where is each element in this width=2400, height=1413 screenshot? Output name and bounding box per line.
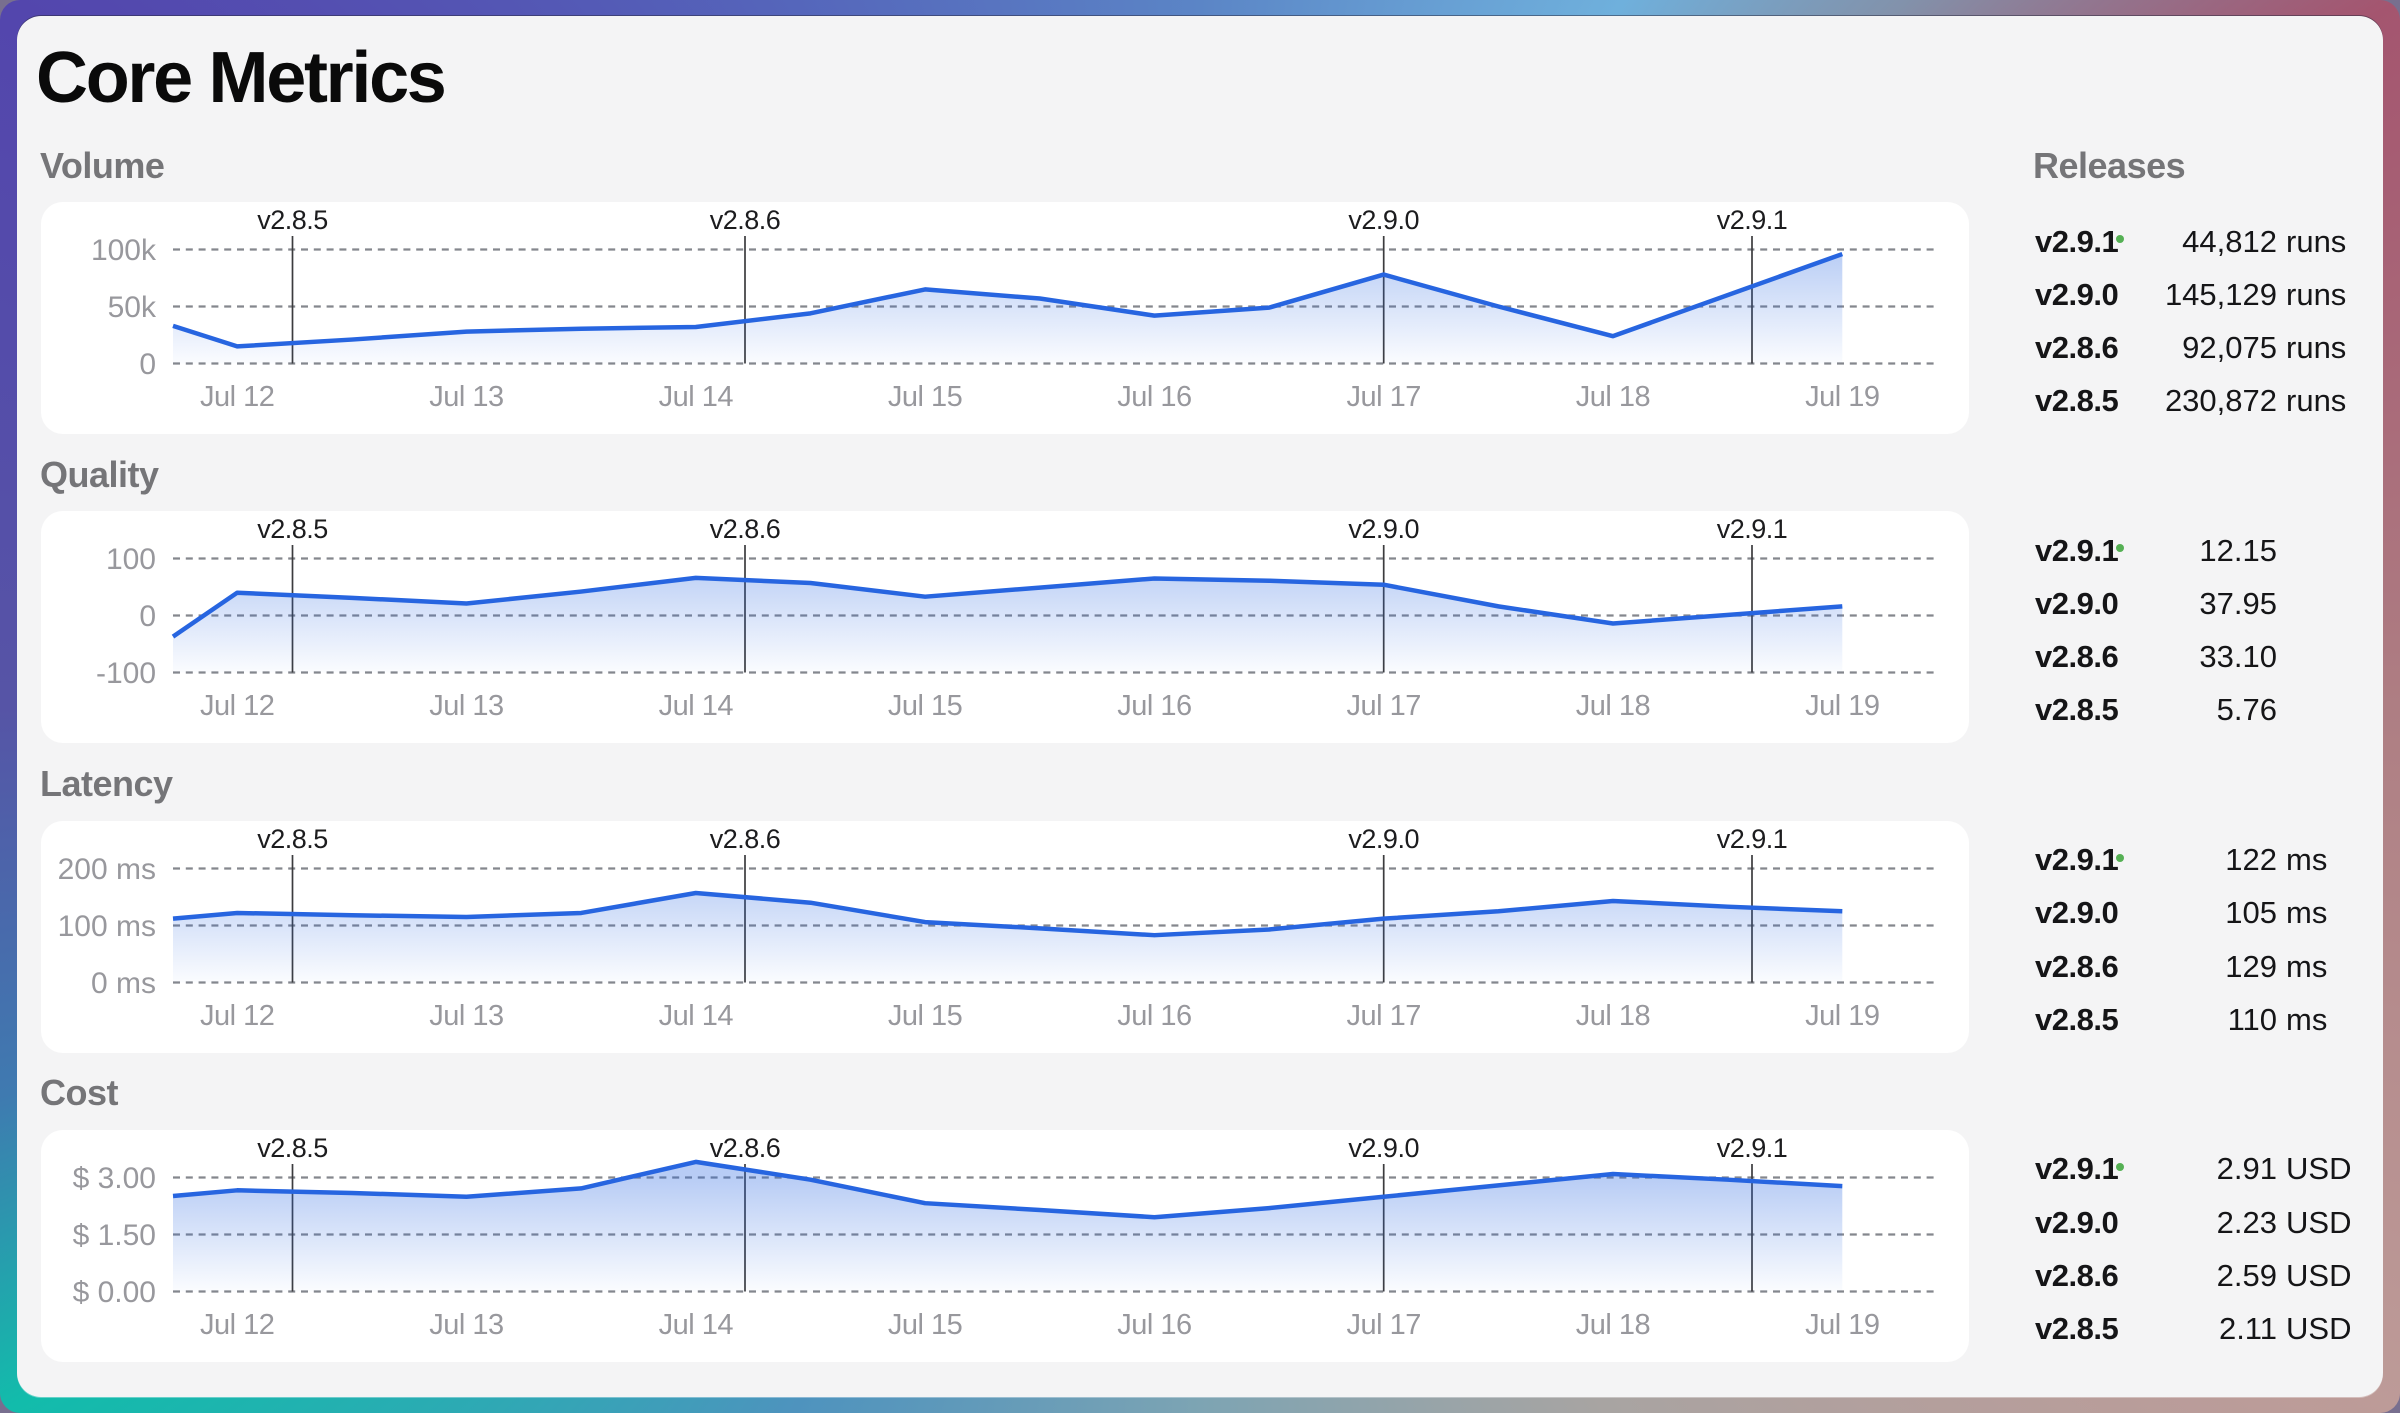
svg-text:v2.9.0: v2.9.0 bbox=[1348, 205, 1419, 235]
svg-text:v2.9.0: v2.9.0 bbox=[1348, 1133, 1419, 1163]
svg-text:100: 100 bbox=[106, 543, 156, 576]
svg-text:Jul 14: Jul 14 bbox=[659, 690, 734, 722]
svg-text:100 ms: 100 ms bbox=[58, 909, 156, 942]
svg-text:Jul 12: Jul 12 bbox=[200, 381, 274, 413]
svg-text:100k: 100k bbox=[91, 234, 157, 267]
svg-text:$ 3.00: $ 3.00 bbox=[73, 1162, 156, 1195]
svg-text:Jul 19: Jul 19 bbox=[1805, 1309, 1879, 1341]
svg-text:v2.8.5: v2.8.5 bbox=[257, 514, 328, 544]
svg-text:0 ms: 0 ms bbox=[91, 966, 156, 999]
svg-text:50k: 50k bbox=[108, 291, 157, 324]
svg-text:Jul 14: Jul 14 bbox=[659, 381, 734, 413]
svg-text:-100: -100 bbox=[96, 657, 156, 690]
svg-text:Jul 15: Jul 15 bbox=[888, 1000, 962, 1032]
svg-text:Jul 18: Jul 18 bbox=[1576, 1309, 1650, 1341]
svg-text:Jul 17: Jul 17 bbox=[1347, 1000, 1421, 1032]
svg-text:200 ms: 200 ms bbox=[58, 852, 156, 885]
svg-text:v2.9.1: v2.9.1 bbox=[1717, 1133, 1788, 1163]
svg-text:v2.8.6: v2.8.6 bbox=[710, 205, 781, 235]
svg-text:v2.8.5: v2.8.5 bbox=[257, 205, 328, 235]
svg-text:0: 0 bbox=[139, 348, 156, 381]
svg-text:Jul 15: Jul 15 bbox=[888, 381, 962, 413]
svg-text:Jul 19: Jul 19 bbox=[1805, 690, 1879, 722]
svg-text:Jul 19: Jul 19 bbox=[1805, 1000, 1879, 1032]
svg-text:Jul 13: Jul 13 bbox=[429, 690, 503, 722]
svg-text:v2.9.0: v2.9.0 bbox=[1348, 514, 1419, 544]
svg-text:v2.8.6: v2.8.6 bbox=[710, 1133, 781, 1163]
svg-text:Jul 13: Jul 13 bbox=[429, 1309, 503, 1341]
svg-text:0: 0 bbox=[139, 600, 156, 633]
svg-text:v2.9.1: v2.9.1 bbox=[1717, 205, 1788, 235]
svg-text:Jul 19: Jul 19 bbox=[1805, 381, 1879, 413]
svg-text:Jul 12: Jul 12 bbox=[200, 1309, 274, 1341]
svg-text:Jul 18: Jul 18 bbox=[1576, 690, 1650, 722]
svg-text:Jul 17: Jul 17 bbox=[1347, 1309, 1421, 1341]
svg-text:Jul 14: Jul 14 bbox=[659, 1309, 734, 1341]
svg-text:v2.9.0: v2.9.0 bbox=[1348, 824, 1419, 854]
svg-text:Jul 13: Jul 13 bbox=[429, 381, 503, 413]
svg-text:Jul 17: Jul 17 bbox=[1347, 690, 1421, 722]
svg-text:Jul 12: Jul 12 bbox=[200, 690, 274, 722]
svg-text:v2.9.1: v2.9.1 bbox=[1717, 514, 1788, 544]
svg-text:v2.8.5: v2.8.5 bbox=[257, 1133, 328, 1163]
svg-text:Jul 13: Jul 13 bbox=[429, 1000, 503, 1032]
svg-text:Jul 12: Jul 12 bbox=[200, 1000, 274, 1032]
svg-text:v2.8.6: v2.8.6 bbox=[710, 514, 781, 544]
svg-text:Jul 18: Jul 18 bbox=[1576, 1000, 1650, 1032]
svg-text:Jul 18: Jul 18 bbox=[1576, 381, 1650, 413]
svg-text:Jul 15: Jul 15 bbox=[888, 690, 962, 722]
svg-text:Jul 17: Jul 17 bbox=[1347, 381, 1421, 413]
svg-text:Jul 16: Jul 16 bbox=[1117, 381, 1191, 413]
svg-text:Jul 16: Jul 16 bbox=[1117, 1309, 1191, 1341]
svg-text:Jul 16: Jul 16 bbox=[1117, 1000, 1191, 1032]
svg-text:Jul 16: Jul 16 bbox=[1117, 690, 1191, 722]
svg-text:v2.8.5: v2.8.5 bbox=[257, 824, 328, 854]
svg-text:Jul 15: Jul 15 bbox=[888, 1309, 962, 1341]
svg-text:$ 1.50: $ 1.50 bbox=[73, 1219, 156, 1252]
svg-text:$ 0.00: $ 0.00 bbox=[73, 1276, 156, 1309]
svg-text:v2.9.1: v2.9.1 bbox=[1717, 824, 1788, 854]
svg-text:Jul 14: Jul 14 bbox=[659, 1000, 734, 1032]
svg-text:v2.8.6: v2.8.6 bbox=[710, 824, 781, 854]
